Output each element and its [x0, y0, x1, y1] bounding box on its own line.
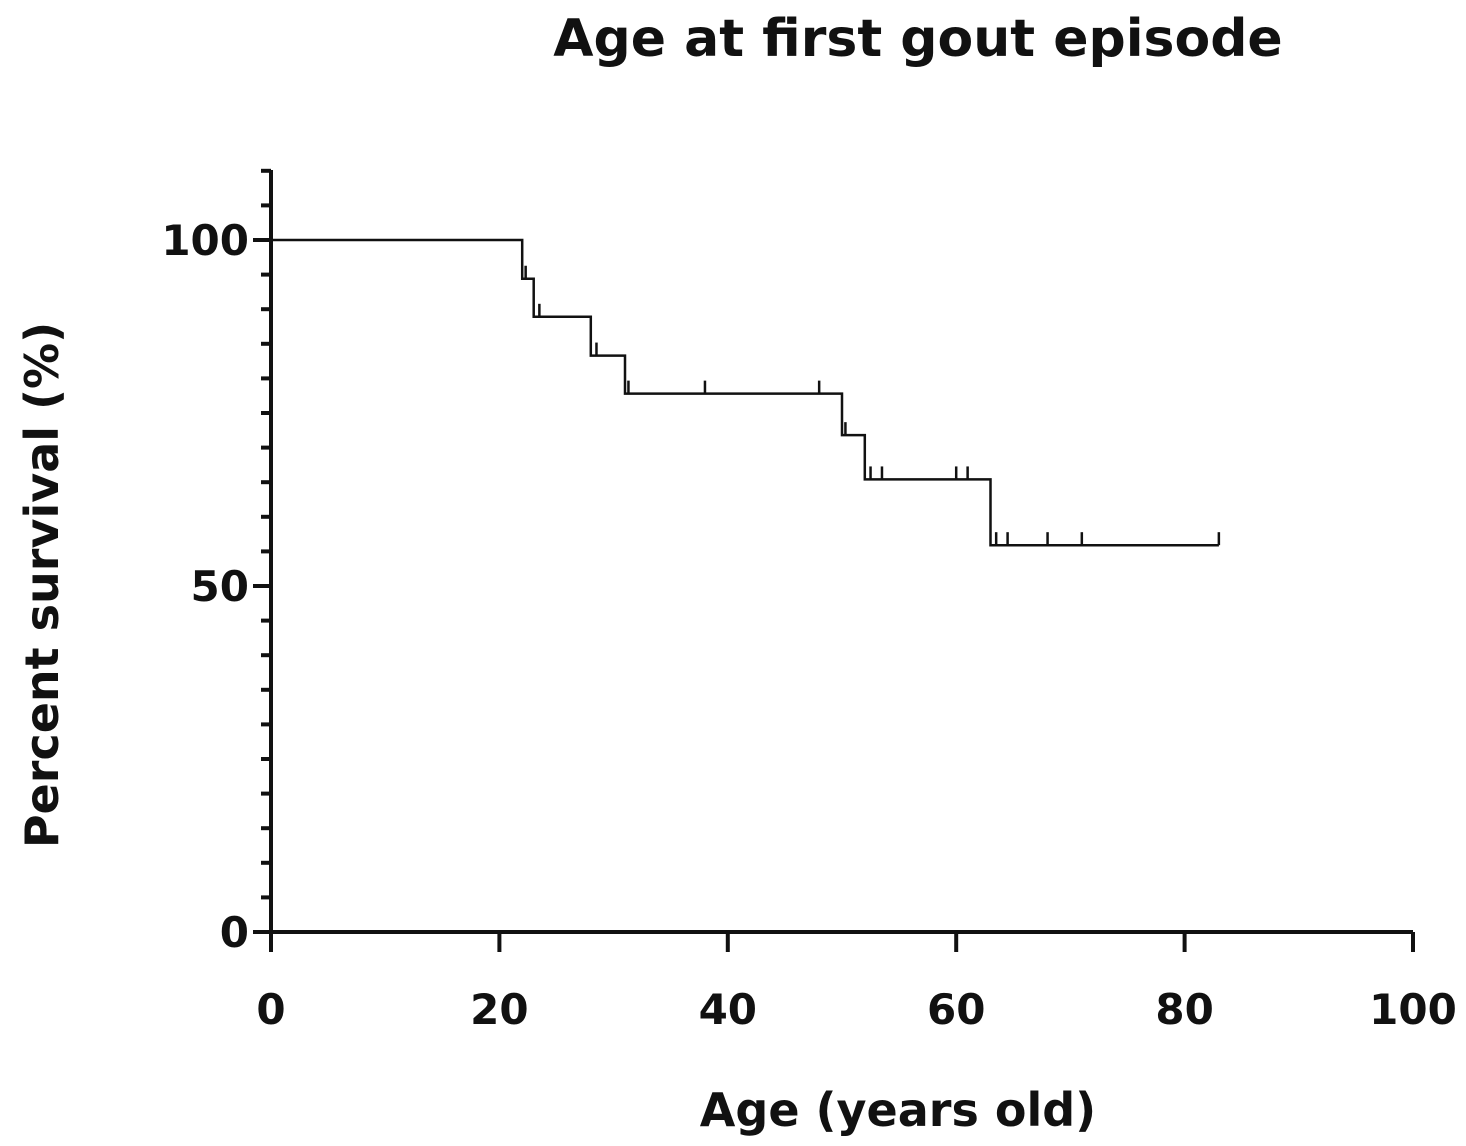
- y-axis-label: Percent survival (%): [15, 322, 69, 848]
- chart-title: Age at first gout episode: [553, 9, 1282, 69]
- x-tick-label: 80: [1155, 985, 1213, 1034]
- x-tick-label: 60: [927, 985, 985, 1034]
- y-tick-label: 50: [191, 562, 249, 611]
- survival-curve: [271, 238, 1219, 547]
- y-tick-label: 100: [161, 216, 249, 265]
- plot-area: [271, 238, 1221, 547]
- axes: 0 50 100 0 20 40 60 80 100: [161, 168, 1457, 1034]
- y-tick-label: 0: [220, 908, 249, 957]
- x-tick-label: 0: [256, 985, 285, 1034]
- x-tick-label: 100: [1369, 985, 1457, 1034]
- x-axis-label: Age (years old): [700, 1083, 1096, 1137]
- x-tick-label: 20: [470, 985, 528, 1034]
- x-tick-label: 40: [699, 985, 757, 1034]
